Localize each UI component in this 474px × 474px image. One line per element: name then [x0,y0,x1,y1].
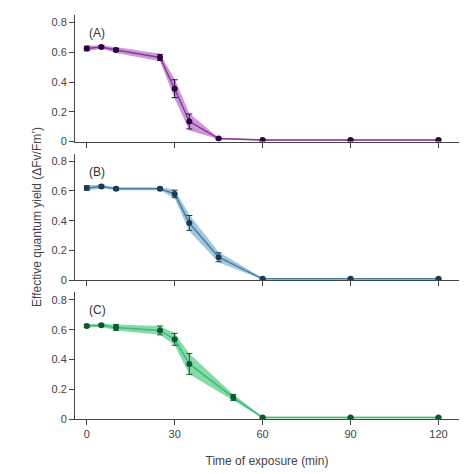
svg-text:60: 60 [256,428,268,440]
svg-text:Time of exposure (min): Time of exposure (min) [206,454,329,468]
svg-text:0: 0 [61,274,67,286]
svg-text:0.4: 0.4 [52,215,67,227]
svg-text:0.2: 0.2 [52,244,67,256]
svg-text:0.8: 0.8 [52,294,67,306]
svg-text:0: 0 [84,428,90,440]
svg-text:(A): (A) [89,26,105,40]
svg-text:(B): (B) [89,165,105,179]
svg-text:0.6: 0.6 [52,185,67,197]
svg-text:0.4: 0.4 [52,353,67,365]
svg-text:0.8: 0.8 [52,155,67,167]
svg-text:0.6: 0.6 [52,323,67,335]
svg-text:0: 0 [61,135,67,147]
svg-text:0.2: 0.2 [52,106,67,118]
svg-text:Effective quantum yield (ΔFv/F: Effective quantum yield (ΔFv/Fm’) [30,127,44,307]
svg-text:0: 0 [61,413,67,425]
svg-text:0.6: 0.6 [52,46,67,58]
svg-text:30: 30 [169,428,181,440]
svg-text:0.2: 0.2 [52,383,67,395]
svg-text:0.8: 0.8 [52,16,67,28]
svg-text:(C): (C) [89,303,106,317]
svg-text:0.4: 0.4 [52,76,67,88]
svg-text:90: 90 [344,428,356,440]
svg-text:120: 120 [429,428,447,440]
